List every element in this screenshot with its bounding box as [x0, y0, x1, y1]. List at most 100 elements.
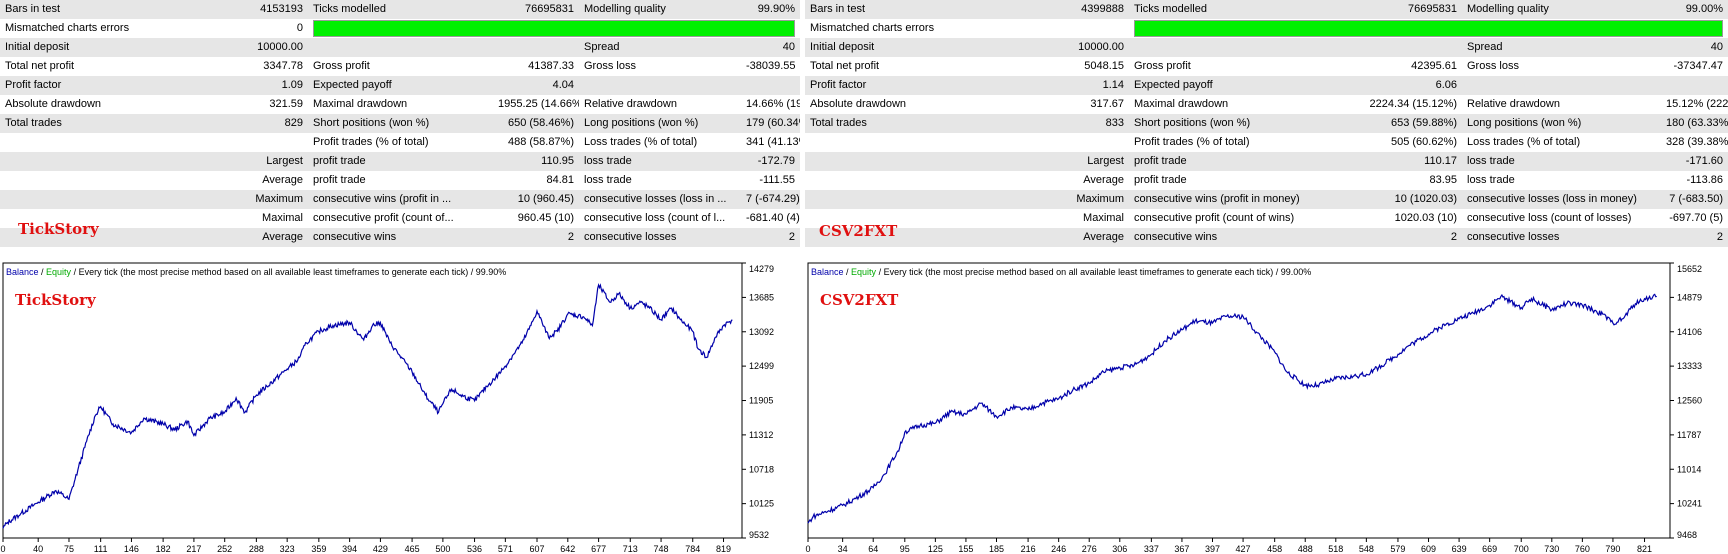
stat-value: 829	[236, 114, 308, 133]
y-tick-label: 9532	[749, 530, 769, 540]
stats-row: Maximum consecutive wins (profit in ... 10…	[0, 190, 800, 209]
x-tick-label: 306	[1112, 544, 1127, 554]
stat-value: 321.59	[269, 98, 303, 110]
x-tick-label: 700	[1514, 544, 1529, 554]
stat-name: Profit trades (% of total)	[1134, 136, 1250, 148]
stat-name: Relative drawdown	[1467, 98, 1560, 110]
x-tick-label: 34	[838, 544, 848, 554]
x-tick-label: 64	[868, 544, 878, 554]
stat-name: consecutive wins (profit in ...	[308, 190, 493, 209]
balance-series-line	[2, 282, 733, 529]
stats-row: Absolute drawdown 317.67 Maximal drawdown 2…	[805, 95, 1728, 114]
stats-row: Profit trades (% of total) 505 (60.62%) Lo…	[805, 133, 1728, 152]
stat-name: Total net profit	[5, 60, 75, 72]
stat-name: profit trade	[308, 152, 493, 171]
stat-value: Largest	[1047, 152, 1129, 171]
report-table: Bars in test 4153193 Ticks modelled 7669583…	[0, 0, 800, 247]
x-tick-label: 323	[280, 544, 295, 554]
y-tick-label: 11787	[1677, 430, 1701, 440]
x-tick-label: 677	[591, 544, 606, 554]
stat-name: consecutive wins (profit in money)	[1129, 190, 1362, 209]
stat-name: consecutive losses	[1462, 228, 1661, 247]
x-tick-label: 607	[529, 544, 544, 554]
chart-legend: Balance / Equity / Every tick (the most …	[811, 267, 1311, 277]
stat-value: Maximum	[1047, 190, 1129, 209]
stat-name	[0, 171, 236, 190]
stats-row: Profit factor 1.09 Expected payoff 4.04	[0, 76, 800, 95]
x-tick-label: 488	[1298, 544, 1313, 554]
stats-row: Average consecutive wins 2 consecutive loss…	[0, 228, 800, 247]
stat-value: 4399888	[1047, 0, 1129, 19]
y-tick-label: 11905	[749, 396, 773, 406]
x-tick-label: 146	[124, 544, 139, 554]
stat-value: -697.70 (5)	[1669, 212, 1723, 224]
legend-separator: /	[844, 267, 852, 277]
legend-balance: Balance	[811, 267, 844, 277]
stat-name: Absolute drawdown	[5, 98, 102, 110]
plot-area	[807, 262, 1671, 539]
stat-value: 4.04	[493, 76, 579, 95]
stat-name	[805, 152, 1047, 171]
x-tick-label: 458	[1267, 544, 1282, 554]
stats-row: Total trades 833 Short positions (won %) 65…	[805, 114, 1728, 133]
stat-value	[236, 133, 308, 152]
stat-value	[1362, 38, 1462, 57]
y-tick-label: 12499	[749, 361, 774, 371]
stats-row: Initial deposit 10000.00 Spread 40	[805, 38, 1728, 57]
x-tick-label: 0	[805, 544, 810, 554]
balance-chart: Balance / Equity / Every tick (the most …	[805, 260, 1728, 554]
stat-name	[1462, 76, 1661, 95]
x-tick-label: 642	[560, 544, 575, 554]
stat-name: Total trades	[0, 114, 236, 133]
stat-value: 4153193	[236, 0, 308, 19]
stats-row: Total trades 829 Short positions (won %) 65…	[0, 114, 800, 133]
stats-row: Average profit trade 83.95 loss trade -113.8…	[805, 171, 1728, 190]
stat-value: Largest	[236, 152, 308, 171]
y-tick-label: 10718	[749, 464, 774, 474]
stats-row: Largest profit trade 110.95 loss trade -172.…	[0, 152, 800, 171]
stat-value: 833	[1047, 114, 1129, 133]
legend-equity: Equity	[851, 267, 877, 277]
stat-name: Gross profit	[313, 60, 370, 72]
y-tick-label: 14106	[1677, 327, 1702, 337]
x-tick-label: 713	[623, 544, 638, 554]
stat-value: 99.90%	[741, 0, 800, 19]
stat-name: Ticks modelled	[308, 0, 493, 19]
legend-equity: Equity	[46, 267, 72, 277]
y-tick-label: 15652	[1677, 264, 1702, 274]
stat-name	[0, 133, 236, 152]
stat-value: 41387.33	[528, 60, 574, 72]
stat-name: Bars in test	[805, 0, 1047, 19]
stat-value	[1661, 76, 1728, 95]
x-tick-label: 359	[311, 544, 326, 554]
stats-row: Bars in test 4153193 Ticks modelled 7669583…	[0, 0, 800, 19]
source-tag: CSV2FXT	[819, 222, 898, 240]
stat-value: Maximal	[1083, 212, 1124, 224]
stat-value: 650 (58.46%)	[493, 114, 579, 133]
stats-row: Initial deposit 10000.00 Spread 40	[0, 38, 800, 57]
legend-balance: Balance	[6, 267, 39, 277]
y-tick-label: 11312	[749, 430, 773, 440]
x-tick-label: 427	[1236, 544, 1251, 554]
stat-name: Loss trades (% of total)	[1467, 136, 1581, 148]
x-tick-label: 784	[685, 544, 700, 554]
stat-name	[1129, 38, 1362, 57]
x-tick-label: 790	[1605, 544, 1620, 554]
stats-row: Profit trades (% of total) 488 (58.87%) Lo…	[0, 133, 800, 152]
stat-value: 328 (39.38%)	[1666, 136, 1728, 148]
stat-name: Relative drawdown	[584, 98, 677, 110]
stat-name	[0, 190, 236, 209]
y-tick-label: 13333	[1677, 361, 1702, 371]
stat-value: Average	[236, 228, 308, 247]
stat-name: consecutive loss (count of losses)	[1467, 212, 1632, 224]
stats-row: Average profit trade 84.81 loss trade -111.5…	[0, 171, 800, 190]
stats-row: Total net profit 3347.78 Gross profit 41387…	[0, 57, 800, 76]
x-tick-label: 518	[1328, 544, 1343, 554]
stat-name: Expected payoff	[1129, 76, 1362, 95]
stat-value: 960.45 (10)	[517, 212, 574, 224]
stats-row: Maximal consecutive profit (count of... 96…	[0, 209, 800, 228]
stat-value: 3347.78	[263, 60, 303, 72]
y-tick-label: 13092	[749, 327, 774, 337]
x-tick-label: 669	[1482, 544, 1497, 554]
stat-name: Profit trades (% of total)	[313, 136, 429, 148]
